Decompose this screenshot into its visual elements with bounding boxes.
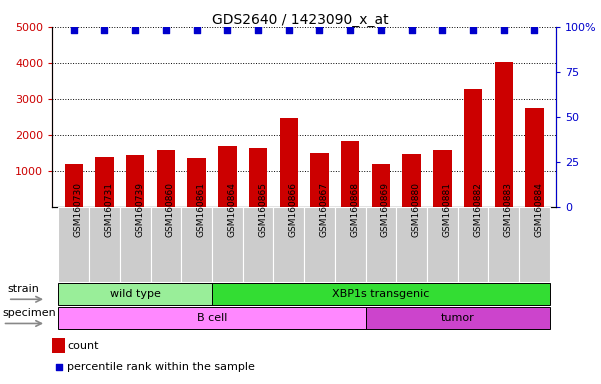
Text: GSM160869: GSM160869 — [381, 182, 390, 237]
Bar — [58, 283, 212, 305]
Text: GSM160731: GSM160731 — [105, 182, 114, 237]
Bar — [433, 151, 451, 207]
Bar — [249, 148, 267, 207]
Text: percentile rank within the sample: percentile rank within the sample — [67, 362, 255, 372]
Bar — [58, 307, 365, 329]
Point — [315, 27, 325, 33]
Text: strain: strain — [8, 284, 40, 294]
Text: B cell: B cell — [197, 313, 227, 323]
Text: GSM160730: GSM160730 — [74, 182, 83, 237]
Point — [529, 27, 539, 33]
Bar — [396, 207, 427, 282]
Bar — [371, 164, 390, 207]
Text: GSM160867: GSM160867 — [320, 182, 329, 237]
Point — [54, 364, 64, 370]
Point — [438, 27, 447, 33]
Point — [100, 27, 109, 33]
Text: GSM160866: GSM160866 — [288, 182, 297, 237]
Bar — [212, 283, 550, 305]
Point — [499, 27, 508, 33]
Text: tumor: tumor — [441, 313, 475, 323]
Bar — [365, 307, 550, 329]
Bar — [58, 207, 89, 282]
Text: GSM160864: GSM160864 — [227, 182, 236, 237]
Point — [253, 27, 263, 33]
Bar — [341, 141, 359, 207]
Bar — [273, 207, 304, 282]
Text: GSM160861: GSM160861 — [197, 182, 206, 237]
Point — [376, 27, 386, 33]
Bar — [304, 207, 335, 282]
Point — [161, 27, 171, 33]
Text: GSM160880: GSM160880 — [412, 182, 421, 237]
Text: GSM160881: GSM160881 — [442, 182, 451, 237]
Bar — [495, 62, 513, 207]
Text: GSM160868: GSM160868 — [350, 182, 359, 237]
Bar — [427, 207, 457, 282]
Text: GSM160739: GSM160739 — [135, 182, 144, 237]
Text: GSM160865: GSM160865 — [258, 182, 267, 237]
Bar — [464, 89, 482, 207]
Bar — [519, 207, 550, 282]
Bar — [365, 207, 396, 282]
Text: GSM160882: GSM160882 — [473, 182, 482, 237]
Text: wild type: wild type — [110, 289, 160, 299]
Bar — [279, 118, 298, 207]
Bar — [489, 207, 519, 282]
Point — [192, 27, 201, 33]
Point — [69, 27, 79, 33]
Bar — [243, 207, 273, 282]
Text: XBP1s transgenic: XBP1s transgenic — [332, 289, 430, 299]
Text: GSM160860: GSM160860 — [166, 182, 175, 237]
Point — [346, 27, 355, 33]
Text: specimen: specimen — [2, 308, 56, 318]
Bar — [335, 207, 365, 282]
Bar — [64, 164, 83, 207]
Bar — [457, 207, 489, 282]
Bar — [157, 151, 175, 207]
Bar — [151, 207, 182, 282]
Bar — [96, 157, 114, 207]
Bar — [89, 207, 120, 282]
Bar — [120, 207, 151, 282]
Point — [222, 27, 232, 33]
Bar — [525, 108, 544, 207]
Bar — [52, 338, 65, 353]
Bar — [212, 207, 243, 282]
Bar — [188, 158, 206, 207]
Bar — [126, 155, 144, 207]
Bar — [310, 153, 329, 207]
Point — [468, 27, 478, 33]
Text: GDS2640 / 1423090_x_at: GDS2640 / 1423090_x_at — [212, 13, 389, 27]
Bar — [403, 154, 421, 207]
Point — [284, 27, 293, 33]
Bar — [218, 146, 237, 207]
Point — [407, 27, 416, 33]
Text: GSM160884: GSM160884 — [534, 182, 543, 237]
Bar — [182, 207, 212, 282]
Text: GSM160883: GSM160883 — [504, 182, 513, 237]
Text: count: count — [67, 341, 99, 351]
Point — [130, 27, 140, 33]
